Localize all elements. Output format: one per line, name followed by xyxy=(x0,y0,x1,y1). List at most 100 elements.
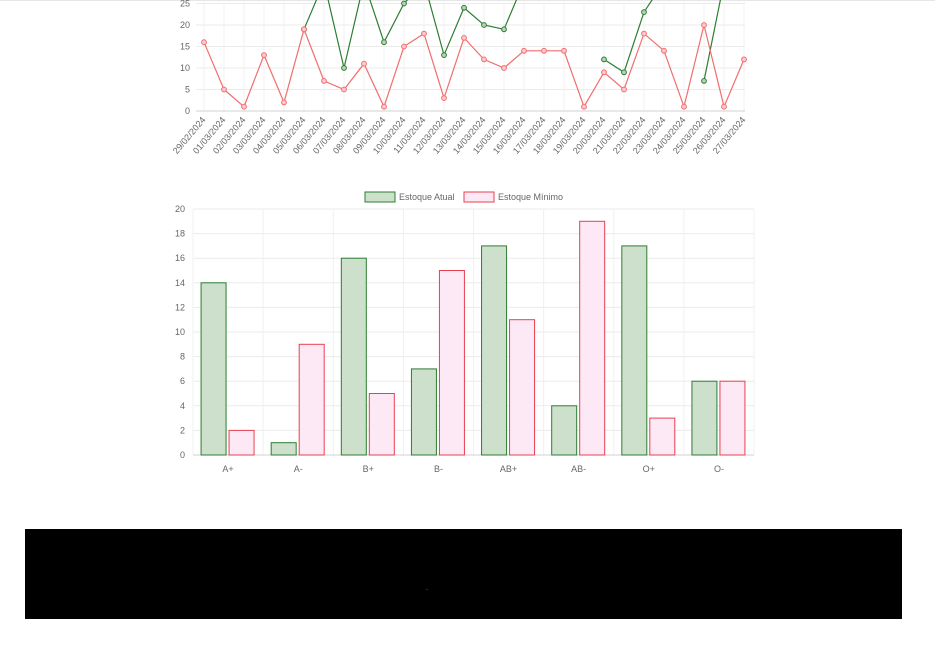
line-series-1-point xyxy=(701,78,707,84)
bar-chart-y-tick: 10 xyxy=(175,327,185,337)
line-series-2-point xyxy=(481,56,487,63)
bar-estoque-atual xyxy=(340,257,367,456)
line-series-1-point xyxy=(401,0,407,7)
legend-item-estoque-minimo-label: Estoque Mínimo xyxy=(498,192,563,202)
line-series-2-point xyxy=(321,78,327,84)
bar-chart-x-tick: A+ xyxy=(222,464,233,474)
line-series-2-point xyxy=(661,47,667,54)
footer-bar: - xyxy=(25,529,902,619)
line-series-1-point xyxy=(501,26,507,33)
line-chart-y-tick: 5 xyxy=(185,85,190,95)
line-series-2-point xyxy=(241,103,247,110)
line-series-1-point xyxy=(441,52,447,58)
bar-chart-y-tick: 0 xyxy=(180,450,185,460)
line-chart-y-tick: 25 xyxy=(180,0,190,9)
page-top-border xyxy=(0,0,935,1)
line-series-2-point xyxy=(281,99,287,106)
line-series-2-point xyxy=(601,69,607,76)
bar-chart-y-tick: 8 xyxy=(180,352,185,362)
line-series-2-point xyxy=(421,30,427,37)
legend-item-estoque-minimo-swatch xyxy=(463,191,495,203)
line-chart-grid xyxy=(196,0,745,112)
line-chart-y-tick: 15 xyxy=(180,42,190,52)
bar-chart-y-ticks: 0 2 4 6 8 10 12 14 16 18 20 xyxy=(175,204,185,460)
line-series-2-point xyxy=(701,22,707,28)
line-series-1-path xyxy=(303,0,518,69)
line-chart-y-tick: 0 xyxy=(185,106,190,116)
line-series-1-point xyxy=(601,56,607,63)
bar-chart-x-tick: O- xyxy=(714,464,724,474)
line-series-2-path xyxy=(203,24,745,109)
bar-chart-y-tick: 14 xyxy=(175,278,185,288)
line-series-2-point xyxy=(681,103,687,110)
line-chart-y-tick: 10 xyxy=(180,63,190,73)
bar-estoque-minimo xyxy=(509,319,536,456)
line-series-1-point xyxy=(381,39,387,46)
bar-estoque-minimo xyxy=(368,393,395,456)
bar-estoque-atual xyxy=(621,245,648,456)
bar-estoque-minimo xyxy=(579,220,606,456)
bar-estoque-atual xyxy=(481,245,508,456)
line-series-2-point xyxy=(261,52,267,58)
line-series-1-point xyxy=(481,22,487,28)
bar-chart-y-tick: 16 xyxy=(175,253,185,263)
line-series-2-point xyxy=(581,103,587,110)
line-chart: 0 5 10 15 20 25 29/02/202401/03/202402/03/202… xyxy=(171,0,748,156)
line-series-1-path xyxy=(703,0,721,82)
line-chart-y-ticks: 0 5 10 15 20 25 xyxy=(180,0,190,116)
line-series-2-point xyxy=(221,86,227,93)
bar-chart-y-tick: 12 xyxy=(175,302,185,312)
bar-chart-x-ticks: A+ A- B+ B- AB+ AB- O+ O- xyxy=(222,464,724,474)
line-series-2-point xyxy=(561,47,567,54)
line-series-2-point xyxy=(401,43,407,50)
bar-estoque-minimo xyxy=(438,270,465,456)
line-series-2-point xyxy=(441,95,447,101)
line-chart-x-ticks: 29/02/202401/03/202402/03/202403/03/2024… xyxy=(171,115,748,156)
bar-estoque-atual xyxy=(270,442,297,456)
line-series-2-point xyxy=(741,56,747,63)
bar-estoque-atual xyxy=(551,405,578,456)
bar-chart-legend: Estoque Atual Estoque Mínimo xyxy=(364,191,563,203)
line-chart-series xyxy=(201,0,747,110)
line-series-2-point xyxy=(381,103,387,110)
bar-chart-x-tick: B- xyxy=(434,464,443,474)
line-series-2-point xyxy=(461,35,467,41)
line-series-1-point xyxy=(461,4,467,11)
bar-chart-x-tick: AB- xyxy=(571,464,586,474)
bar-estoque-minimo xyxy=(228,429,255,456)
bar-chart-y-tick: 4 xyxy=(180,401,185,411)
bar-chart: Estoque Atual Estoque Mínimo 0 2 4 6 8 10 12 14 1… xyxy=(175,191,755,474)
bar-estoque-minimo xyxy=(649,417,676,456)
bar-estoque-minimo xyxy=(298,343,325,456)
bar-chart-x-tick: AB+ xyxy=(500,464,517,474)
line-series-1-path xyxy=(603,0,653,74)
bar-chart-y-tick: 18 xyxy=(175,229,185,239)
footer-text: - xyxy=(425,584,429,594)
line-series-1-point xyxy=(641,9,647,16)
line-series-1-point xyxy=(341,65,347,71)
line-series-2-point xyxy=(621,86,627,93)
bar-chart-x-tick: B+ xyxy=(363,464,374,474)
bar-chart-y-tick: 20 xyxy=(175,204,185,214)
bar-estoque-minimo xyxy=(719,380,746,456)
bar-estoque-atual xyxy=(410,368,437,456)
line-series-2-point xyxy=(501,65,507,71)
bar-chart-bars xyxy=(200,220,746,456)
line-series-2-point xyxy=(341,86,347,93)
legend-item-estoque-atual-label: Estoque Atual xyxy=(399,192,455,202)
legend-item-estoque-atual-swatch xyxy=(364,191,396,203)
line-chart-y-tick: 20 xyxy=(180,20,190,30)
line-series-2-point xyxy=(361,60,367,67)
line-series-2-point xyxy=(201,39,207,46)
bar-chart-x-tick: A- xyxy=(294,464,303,474)
bar-estoque-atual xyxy=(691,380,718,456)
line-series-1-point xyxy=(621,69,627,76)
line-series-2-point xyxy=(721,103,727,110)
line-series-2-point xyxy=(641,30,647,37)
line-series-2-point xyxy=(521,47,527,54)
line-series-2-point xyxy=(301,26,307,33)
bar-chart-y-tick: 6 xyxy=(180,376,185,386)
bar-estoque-atual xyxy=(200,282,227,456)
line-series-2-point xyxy=(541,47,547,54)
bar-chart-y-tick: 2 xyxy=(180,425,185,435)
